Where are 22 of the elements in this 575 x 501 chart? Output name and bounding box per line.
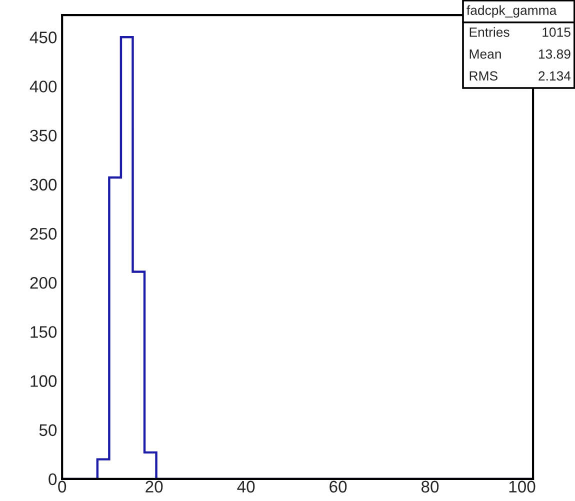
annotation: fadcpk_gamma	[466, 5, 557, 18]
y-tick-label: 250	[30, 228, 57, 240]
annotation: Entries	[470, 27, 510, 37]
y-tick-label: 400	[30, 80, 57, 92]
x-tick-label: 60	[330, 480, 347, 493]
y-tick-label: 450	[30, 32, 57, 44]
x-tick-label: 40	[237, 480, 255, 493]
y-tick-label: 100	[30, 375, 57, 387]
annotation: Mean	[470, 50, 501, 59]
y-tick-label: 150	[30, 326, 57, 338]
y-tick-label: 200	[30, 276, 57, 289]
x-tick-label: 20	[146, 480, 163, 493]
text: 1015	[542, 28, 570, 37]
y-tick-label: 300	[30, 178, 57, 191]
x-tick-label: 80	[421, 480, 439, 493]
y-tick-label: 50	[39, 424, 57, 436]
x-tick-label: 0	[58, 480, 66, 493]
x-tick-label: 100	[509, 480, 536, 493]
text: 13.89	[538, 49, 570, 59]
text: 2.134	[538, 71, 571, 81]
y-tick-label: 350	[30, 130, 57, 142]
annotation: RMS	[470, 71, 498, 81]
